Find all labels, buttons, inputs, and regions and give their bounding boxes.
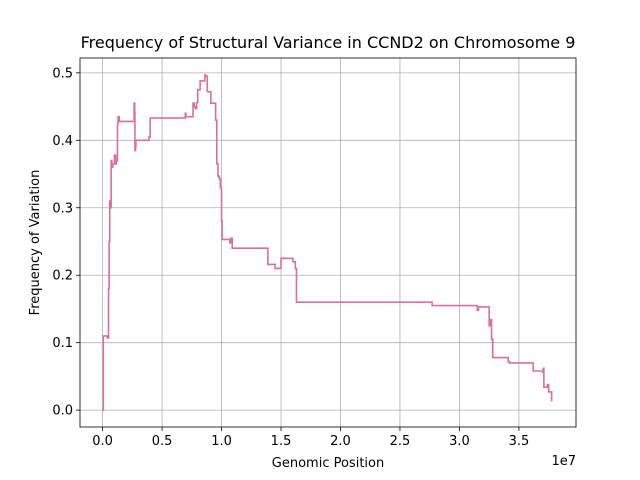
ticks: 0.0 0.5 1.0 1.5 2.0 2.5 3.0 3.5 0.0 0.1 0.2 0.3 0.4 0… (52, 66, 529, 449)
y-axis-label: Frequency of Variation (28, 170, 43, 316)
y-tick-label: 0.0 (52, 404, 73, 419)
x-tick-label: 0.0 (92, 434, 113, 449)
y-tick-label: 0.1 (52, 336, 73, 351)
x-axis-offset-label: 1e7 (551, 454, 576, 469)
x-tick-label: 2.0 (330, 434, 351, 449)
x-tick-label: 1.5 (271, 434, 292, 449)
y-tick-label: 0.4 (52, 134, 73, 149)
grid (80, 58, 576, 427)
x-tick-label: 3.5 (509, 434, 530, 449)
series-layer (102, 74, 553, 411)
series-line (102, 74, 553, 411)
y-tick-label: 0.5 (52, 66, 73, 81)
x-tick-label: 0.5 (152, 434, 173, 449)
y-tick-label: 0.3 (52, 201, 73, 216)
x-axis-label: Genomic Position (272, 456, 384, 471)
chart-title: Frequency of Structural Variance in CCND… (81, 33, 576, 52)
x-tick-label: 1.0 (211, 434, 232, 449)
x-tick-label: 3.0 (449, 434, 470, 449)
x-tick-label: 2.5 (390, 434, 411, 449)
y-tick-label: 0.2 (52, 269, 73, 284)
plot-frame (79, 57, 577, 428)
